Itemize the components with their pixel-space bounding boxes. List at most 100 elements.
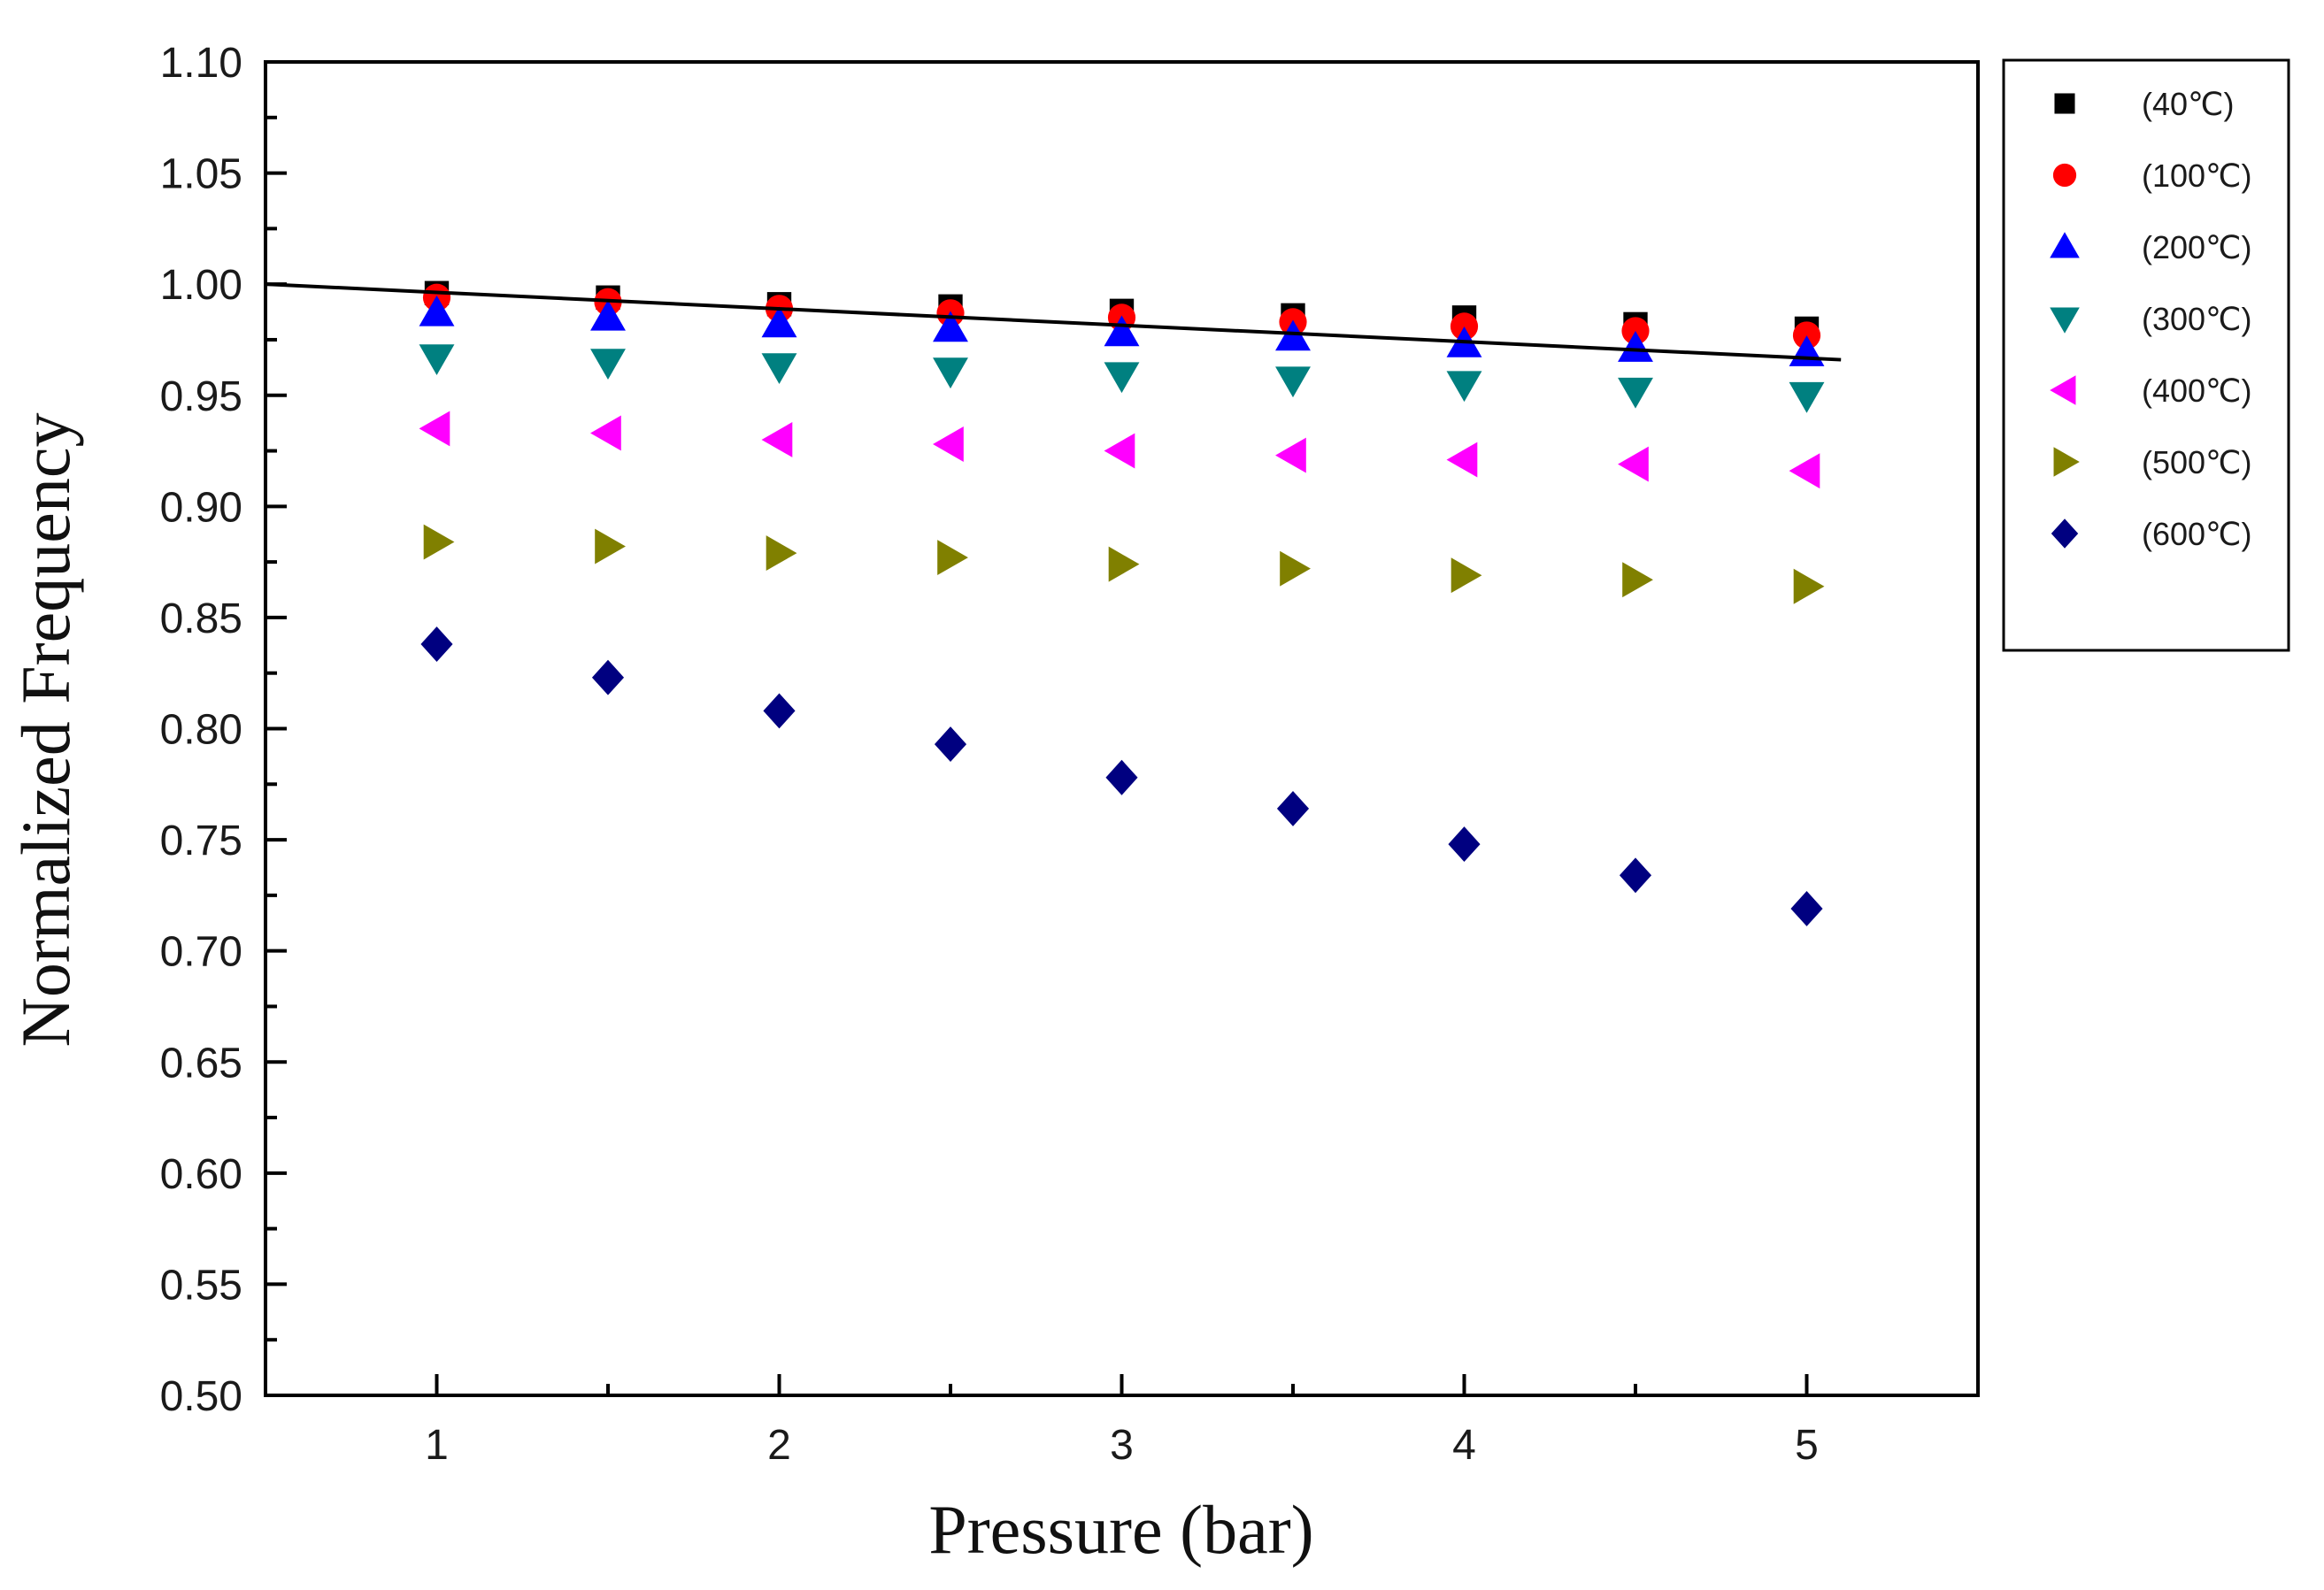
data-point [761, 353, 797, 385]
legend-marker [2051, 518, 2079, 549]
legend-item: (300℃) [2050, 301, 2251, 337]
data-point [1104, 315, 1140, 347]
y-tick-label: 0.75 [160, 818, 242, 864]
legend-label: (300℃) [2142, 301, 2251, 337]
legend-label: (40℃) [2142, 86, 2234, 122]
data-point [1618, 377, 1653, 409]
data-point [761, 306, 797, 338]
y-tick-label: 1.10 [160, 40, 242, 87]
data-point [763, 693, 796, 729]
legend-item: (40℃) [2054, 86, 2234, 122]
data-point [1108, 546, 1140, 582]
legend-marker [2050, 307, 2080, 334]
data-point [590, 299, 626, 331]
legend-label: (500℃) [2142, 444, 2251, 480]
y-tick-label: 0.95 [160, 373, 242, 420]
y-tick-label: 1.00 [160, 262, 242, 309]
data-point [419, 411, 450, 447]
data-point [1276, 790, 1310, 826]
legend-item: (400℃) [2050, 373, 2251, 409]
y-tick-label: 1.05 [160, 151, 242, 198]
series-(600℃) [420, 626, 1823, 926]
legend-label: (600℃) [2142, 516, 2251, 552]
data-point [1618, 331, 1653, 362]
data-point [1104, 433, 1135, 469]
y-tick-label: 0.85 [160, 595, 242, 642]
y-tick-label: 0.65 [160, 1040, 242, 1087]
legend-label: (100℃) [2142, 157, 2251, 194]
x-tick-label: 3 [1110, 1422, 1134, 1469]
legend-item: (500℃) [2053, 444, 2251, 480]
legend-items: (40℃) (100℃) (200℃) (300℃) (400℃) (500℃) (600℃… [2050, 86, 2251, 552]
x-axis-title: Pressure (bar) [928, 1491, 1313, 1568]
data-point [423, 524, 455, 560]
legend-marker [2050, 375, 2076, 405]
legend-marker [2053, 447, 2080, 477]
legend-item: (200℃) [2050, 229, 2251, 265]
data-point [1619, 857, 1652, 894]
data-point [1451, 557, 1482, 594]
data-point [1275, 366, 1311, 398]
fit-line [265, 282, 1842, 362]
data-point [1450, 312, 1479, 341]
data-point [420, 626, 453, 663]
data-point [1793, 568, 1825, 604]
legend-label: (200℃) [2142, 229, 2251, 265]
data-point [1448, 826, 1481, 863]
series-(400℃) [419, 411, 1820, 489]
data-point [1446, 442, 1478, 478]
data-point [1789, 381, 1825, 413]
x-tick-label: 1 [425, 1422, 449, 1469]
data-point [934, 726, 967, 763]
data-point [933, 357, 968, 389]
series-(500℃) [423, 524, 1825, 604]
data-point [933, 311, 968, 342]
plot-layer [265, 280, 1842, 926]
data-point [1622, 562, 1653, 598]
data-point [1105, 759, 1138, 795]
data-point [1280, 550, 1311, 587]
data-point [419, 295, 455, 326]
data-point [1789, 453, 1820, 489]
data-point [766, 535, 797, 572]
legend-item: (100℃) [2052, 157, 2251, 194]
legend-marker [2050, 232, 2080, 258]
legend-item: (600℃) [2051, 516, 2251, 552]
data-point [1621, 317, 1650, 345]
data-point [1446, 371, 1482, 403]
legend-marker [2052, 163, 2077, 188]
data-point [1790, 890, 1823, 926]
data-point [761, 422, 793, 457]
y-tick-label: 0.80 [160, 707, 242, 754]
x-tick-label: 5 [1795, 1422, 1819, 1469]
data-point [590, 415, 621, 451]
legend-marker [2054, 93, 2075, 114]
data-point [1275, 437, 1306, 473]
x-tick-label: 2 [767, 1422, 791, 1469]
y-axis-ticks: 0.50 0.55 0.60 0.65 0.70 0.75 0.80 0.85 0.90 0.95… [160, 40, 287, 1420]
y-tick-label: 0.50 [160, 1373, 242, 1420]
data-point [595, 528, 626, 565]
data-point [1618, 446, 1649, 482]
legend-frame [2002, 58, 2290, 652]
y-tick-label: 0.90 [160, 484, 242, 531]
legend-label: (400℃) [2142, 373, 2251, 409]
data-point [1275, 319, 1311, 351]
x-tick-label: 4 [1452, 1422, 1476, 1469]
data-point [933, 426, 964, 462]
data-point [419, 344, 455, 376]
y-tick-label: 0.55 [160, 1262, 242, 1309]
data-point [1792, 321, 1821, 349]
y-tick-label: 0.70 [160, 929, 242, 976]
data-point [590, 349, 626, 380]
data-point [1104, 362, 1140, 394]
y-axis-title: Normalized Frequency [7, 413, 84, 1048]
x-axis-ticks: 1 2 3 4 5 [425, 1374, 1819, 1469]
series-(300℃) [419, 344, 1825, 413]
y-tick-label: 0.60 [160, 1151, 242, 1198]
data-point [937, 540, 968, 576]
legend: (40℃) (100℃) (200℃) (300℃) (400℃) (500℃) (600℃… [2002, 58, 2290, 652]
data-point [591, 659, 625, 695]
